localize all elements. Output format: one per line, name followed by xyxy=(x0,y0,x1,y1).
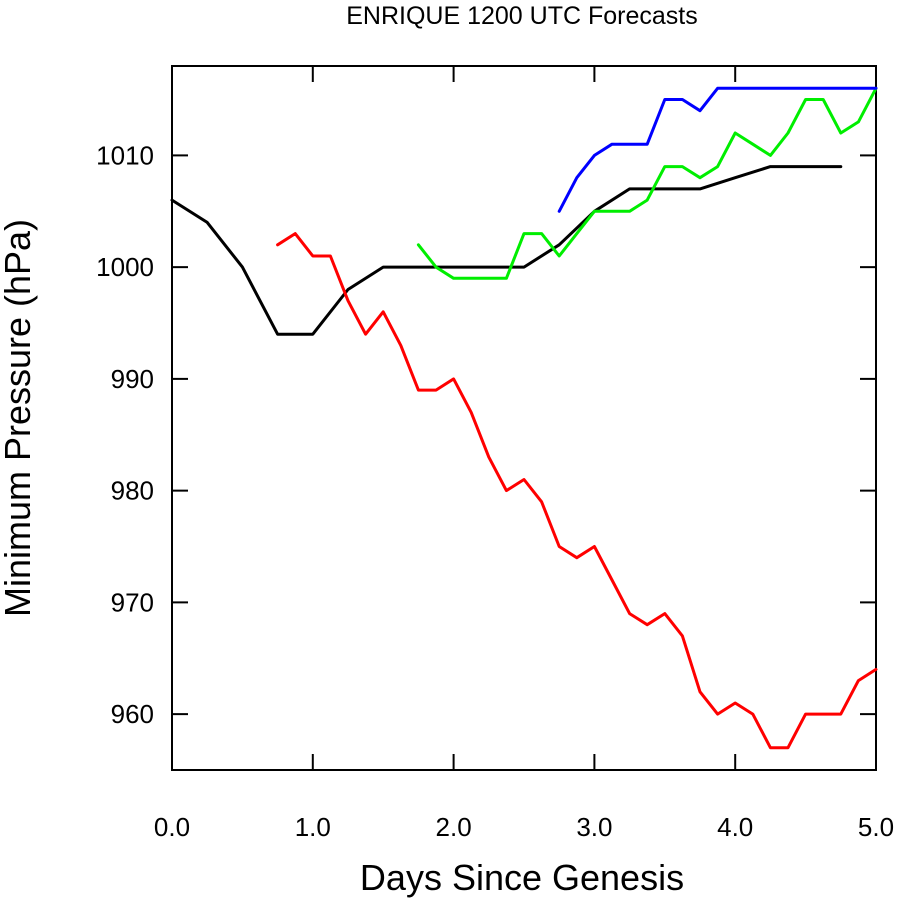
series-line-3 xyxy=(416,86,878,280)
chart-title: ENRIQUE 1200 UTC Forecasts xyxy=(346,2,698,30)
x-tick-label: 2.0 xyxy=(436,812,472,842)
series-line-2 xyxy=(276,232,878,750)
series-line-4 xyxy=(557,86,878,213)
x-tick-label: 3.0 xyxy=(576,812,612,842)
y-tick-label: 990 xyxy=(111,364,154,394)
plot-frame xyxy=(171,65,877,771)
y-axis-label: Minimum Pressure (hPa) xyxy=(0,219,38,617)
y-tick-label: 1000 xyxy=(96,252,154,282)
axis-ticks: 0.0 1.0 2.0 3.0 4.0 5.0 960 970 980 990 1000 1010 xyxy=(96,66,894,842)
y-tick-label: 1010 xyxy=(96,140,154,170)
y-tick-label: 980 xyxy=(111,476,154,506)
x-tick-label: 4.0 xyxy=(717,812,753,842)
y-tick-label: 970 xyxy=(111,587,154,617)
x-tick-label: 1.0 xyxy=(295,812,331,842)
series-line-1 xyxy=(170,165,843,336)
x-tick-label: 0.0 xyxy=(154,812,190,842)
y-tick-label: 960 xyxy=(111,699,154,729)
x-tick-label: 5.0 xyxy=(858,812,894,842)
x-axis-label: Days Since Genesis xyxy=(360,857,684,898)
data-series xyxy=(170,86,878,750)
